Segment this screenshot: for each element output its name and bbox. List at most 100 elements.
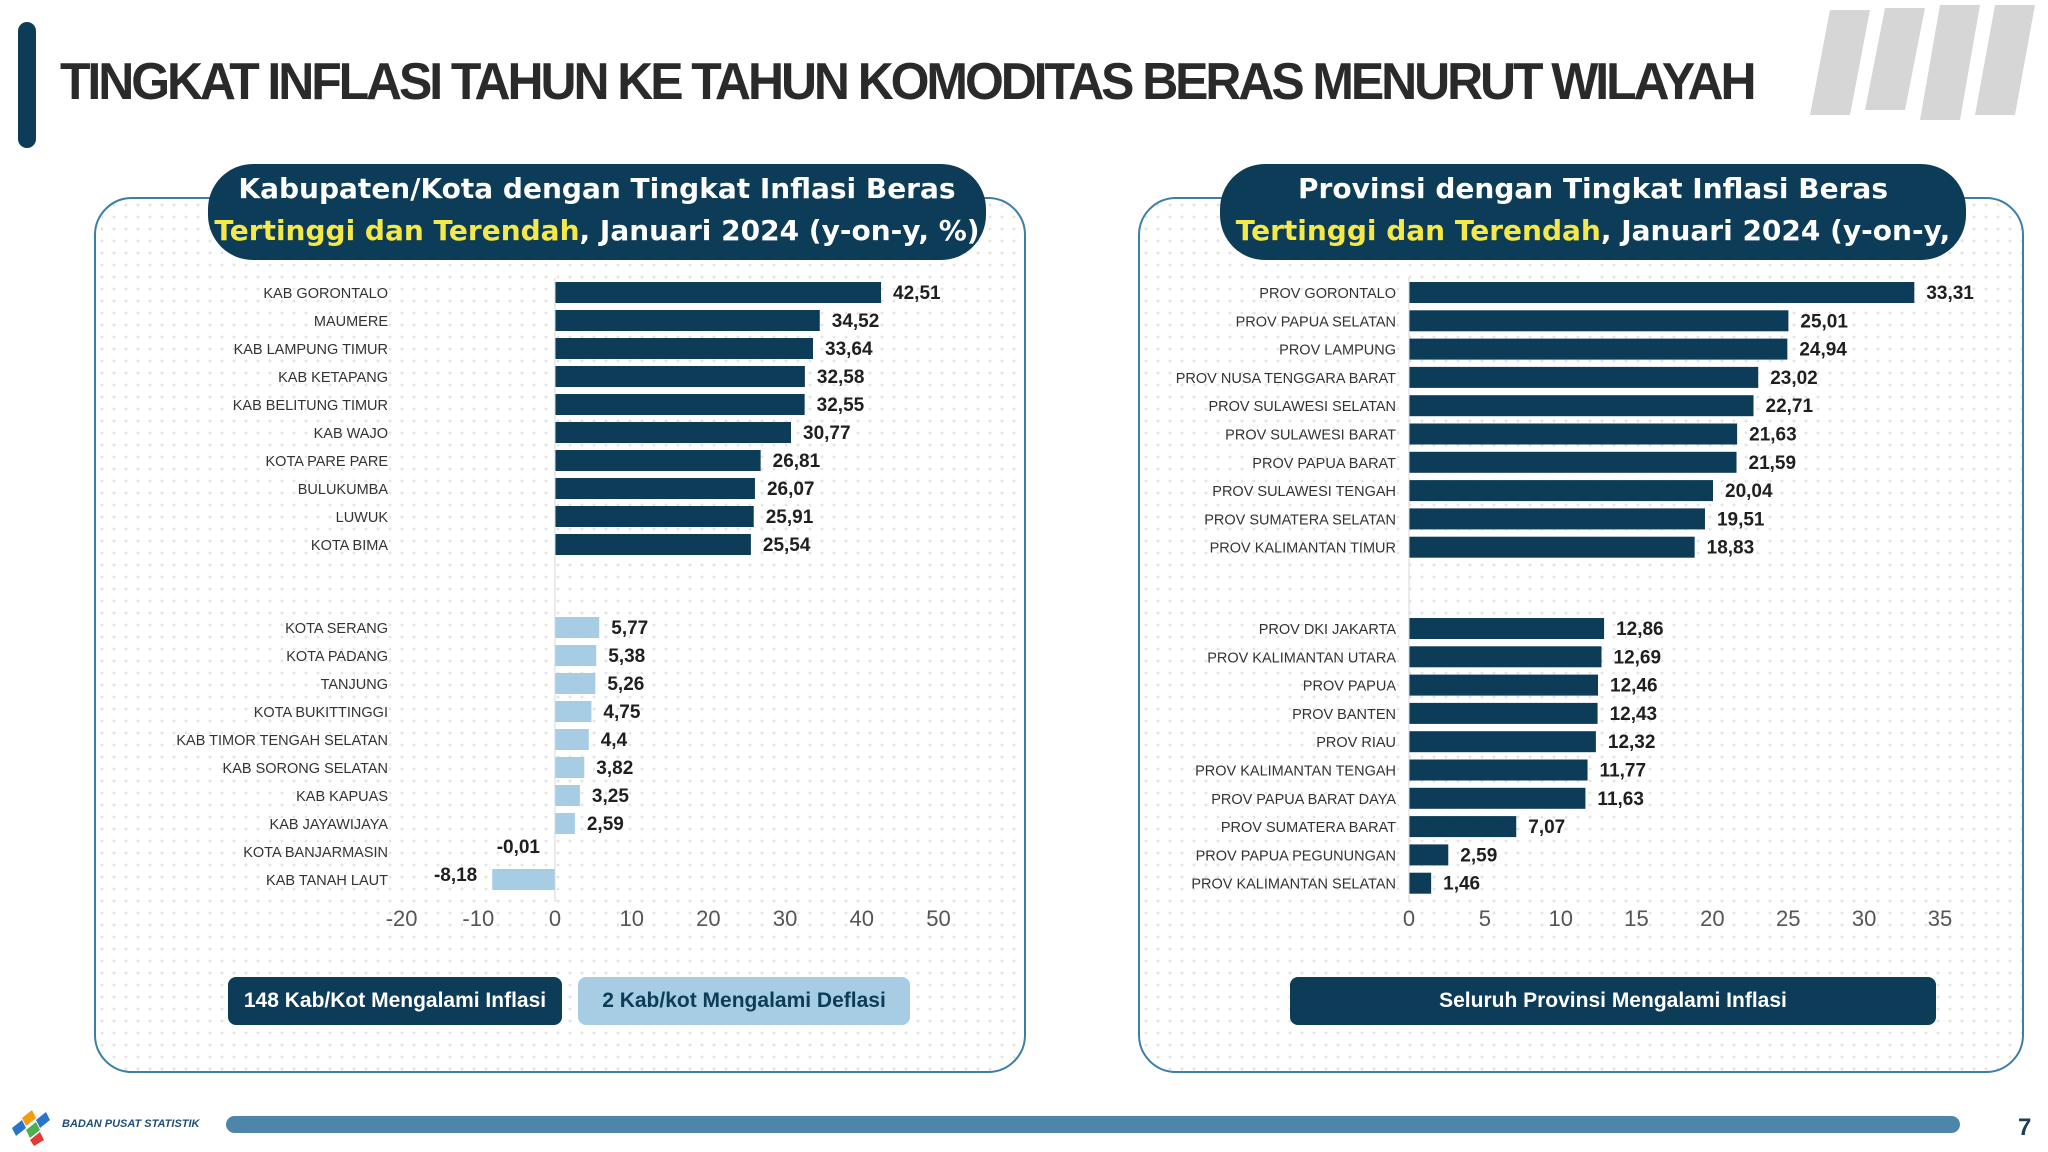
prov-label-7: PROV SULAWESI TENGAH <box>1212 484 1396 500</box>
kab-value-label-18: -0,01 <box>497 837 541 858</box>
kab-label-12: TANJUNG <box>321 677 388 693</box>
prov-label-6: PROV PAPUA BARAT <box>1252 456 1396 472</box>
prov-value-label-1: 25,01 <box>1800 311 1848 332</box>
kab-label-9: KOTA BIMA <box>311 538 388 554</box>
kab-bar-16 <box>555 785 580 806</box>
kab-label-11: KOTA PADANG <box>286 649 388 665</box>
kab-bar-17 <box>555 813 575 834</box>
prov-bar-2 <box>1409 338 1788 360</box>
kab-label-17: KAB JAYAWIJAYA <box>270 817 389 833</box>
kab-label-0: KAB GORONTALO <box>263 286 388 302</box>
prov-label-0: PROV GORONTALO <box>1259 286 1396 302</box>
kab-label-8: LUWUK <box>336 510 389 526</box>
kab-value-label-9: 25,54 <box>763 535 811 556</box>
deflation-count-button[interactable]: 2 Kab/kot Mengalami Deflasi <box>578 977 910 1025</box>
kab-value-label-16: 3,25 <box>592 786 629 807</box>
right-header-line1: Provinsi dengan Tingkat Inflasi Beras <box>1298 172 1888 205</box>
prov-value-label-15: 11,77 <box>1600 761 1647 782</box>
left-header-line1: Kabupaten/Kota dengan Tingkat Inflasi Be… <box>238 172 956 205</box>
kab-bar-4 <box>555 394 805 415</box>
kab-value-label-15: 3,82 <box>596 758 633 779</box>
prov-bar-15 <box>1409 759 1588 781</box>
prov-label-4: PROV SULAWESI SELATAN <box>1209 399 1396 415</box>
kab-bar-13 <box>555 701 592 722</box>
kab-label-5: KAB WAJO <box>314 426 388 442</box>
prov-label-8: PROV SUMATERA SELATAN <box>1204 512 1396 528</box>
kab-bar-19 <box>492 869 555 890</box>
prov-tick-label-0: 0 <box>1403 906 1415 931</box>
kab-value-label-5: 30,77 <box>803 423 851 444</box>
kab-label-15: KAB SORONG SELATAN <box>223 761 388 777</box>
prov-label-13: PROV BANTEN <box>1292 707 1396 723</box>
title-accent-bar <box>18 22 36 148</box>
prov-value-label-11: 12,69 <box>1614 647 1662 668</box>
kab-value-label-0: 42,51 <box>893 283 941 304</box>
prov-value-label-10: 12,86 <box>1616 619 1664 640</box>
kab-bar-10 <box>555 617 600 638</box>
prov-label-11: PROV KALIMANTAN UTARA <box>1207 650 1396 666</box>
prov-bar-11 <box>1409 646 1602 668</box>
prov-value-label-16: 11,63 <box>1597 789 1644 810</box>
inflation-count-button[interactable]: 148 Kab/Kot Mengalami Inflasi <box>228 977 562 1025</box>
prov-value-label-8: 19,51 <box>1717 509 1765 530</box>
kab-tick-label-4: 20 <box>696 906 720 931</box>
kab-bar-14 <box>555 729 589 750</box>
prov-bar-9 <box>1409 536 1695 558</box>
kab-value-label-2: 33,64 <box>825 339 873 360</box>
prov-value-label-4: 22,71 <box>1766 396 1814 417</box>
kab-tick-label-6: 40 <box>850 906 874 931</box>
kab-tick-label-5: 30 <box>773 906 797 931</box>
kab-value-label-1: 34,52 <box>832 311 880 332</box>
prov-tick-label-4: 20 <box>1700 906 1724 931</box>
kab-label-18: KOTA BANJARMASIN <box>243 845 388 861</box>
kab-bar-1 <box>555 310 820 331</box>
prov-label-16: PROV PAPUA BARAT DAYA <box>1211 792 1396 808</box>
page-number: 7 <box>2018 1114 2032 1141</box>
prov-bar-13 <box>1409 702 1598 724</box>
kab-value-label-6: 26,81 <box>773 451 821 472</box>
kab-bar-9 <box>555 534 751 555</box>
kab-label-16: KAB KAPUAS <box>296 789 388 805</box>
prov-bar-4 <box>1409 395 1754 417</box>
right-header-highlight: Tertinggi dan Terendah <box>1235 214 1601 247</box>
kab-bar-2 <box>555 338 814 359</box>
kab-label-1: MAUMERE <box>314 314 388 330</box>
kab-label-19: KAB TANAH LAUT <box>266 873 388 889</box>
prov-value-label-0: 33,31 <box>1926 283 1974 304</box>
prov-bar-5 <box>1409 423 1738 445</box>
prov-label-12: PROV PAPUA <box>1303 679 1397 695</box>
prov-value-label-18: 2,59 <box>1460 845 1497 866</box>
kab-bar-7 <box>555 478 755 499</box>
kab-bar-11 <box>555 645 597 666</box>
prov-label-15: PROV KALIMANTAN TENGAH <box>1195 764 1396 780</box>
prov-value-label-5: 21,63 <box>1749 425 1797 446</box>
prov-value-label-6: 21,59 <box>1749 453 1797 474</box>
kab-label-7: BULUKUMBA <box>298 482 389 498</box>
prov-tick-label-2: 10 <box>1548 906 1572 931</box>
kab-value-label-11: 5,38 <box>608 646 645 667</box>
kab-label-14: KAB TIMOR TENGAH SELATAN <box>176 733 388 749</box>
kab-label-6: KOTA PARE PARE <box>266 454 389 470</box>
kab-value-label-12: 5,26 <box>607 674 644 695</box>
kab-value-label-4: 32,55 <box>817 395 865 416</box>
kab-value-label-8: 25,91 <box>766 507 814 528</box>
kab-value-label-13: 4,75 <box>603 702 640 723</box>
kab-tick-label-3: 10 <box>619 906 643 931</box>
decorative-stripes-icon <box>1810 5 2035 120</box>
kab-label-2: KAB LAMPUNG TIMUR <box>234 342 388 358</box>
kab-tick-label-7: 50 <box>926 906 950 931</box>
kab-value-label-17: 2,59 <box>587 814 624 835</box>
all-provinces-button[interactable]: Seluruh Provinsi Mengalami Inflasi <box>1290 977 1936 1025</box>
left-header-highlight: Tertinggi dan Terendah <box>214 214 580 247</box>
prov-label-5: PROV SULAWESI BARAT <box>1225 428 1396 444</box>
kab-bar-15 <box>555 757 585 778</box>
prov-bar-17 <box>1409 816 1517 838</box>
prov-value-label-19: 1,46 <box>1443 874 1480 895</box>
footer-bar <box>226 1116 1960 1133</box>
prov-tick-label-7: 35 <box>1928 906 1952 931</box>
prov-tick-label-3: 15 <box>1624 906 1648 931</box>
prov-bar-10 <box>1409 618 1605 639</box>
prov-label-14: PROV RIAU <box>1316 735 1396 751</box>
prov-tick-label-5: 25 <box>1776 906 1800 931</box>
